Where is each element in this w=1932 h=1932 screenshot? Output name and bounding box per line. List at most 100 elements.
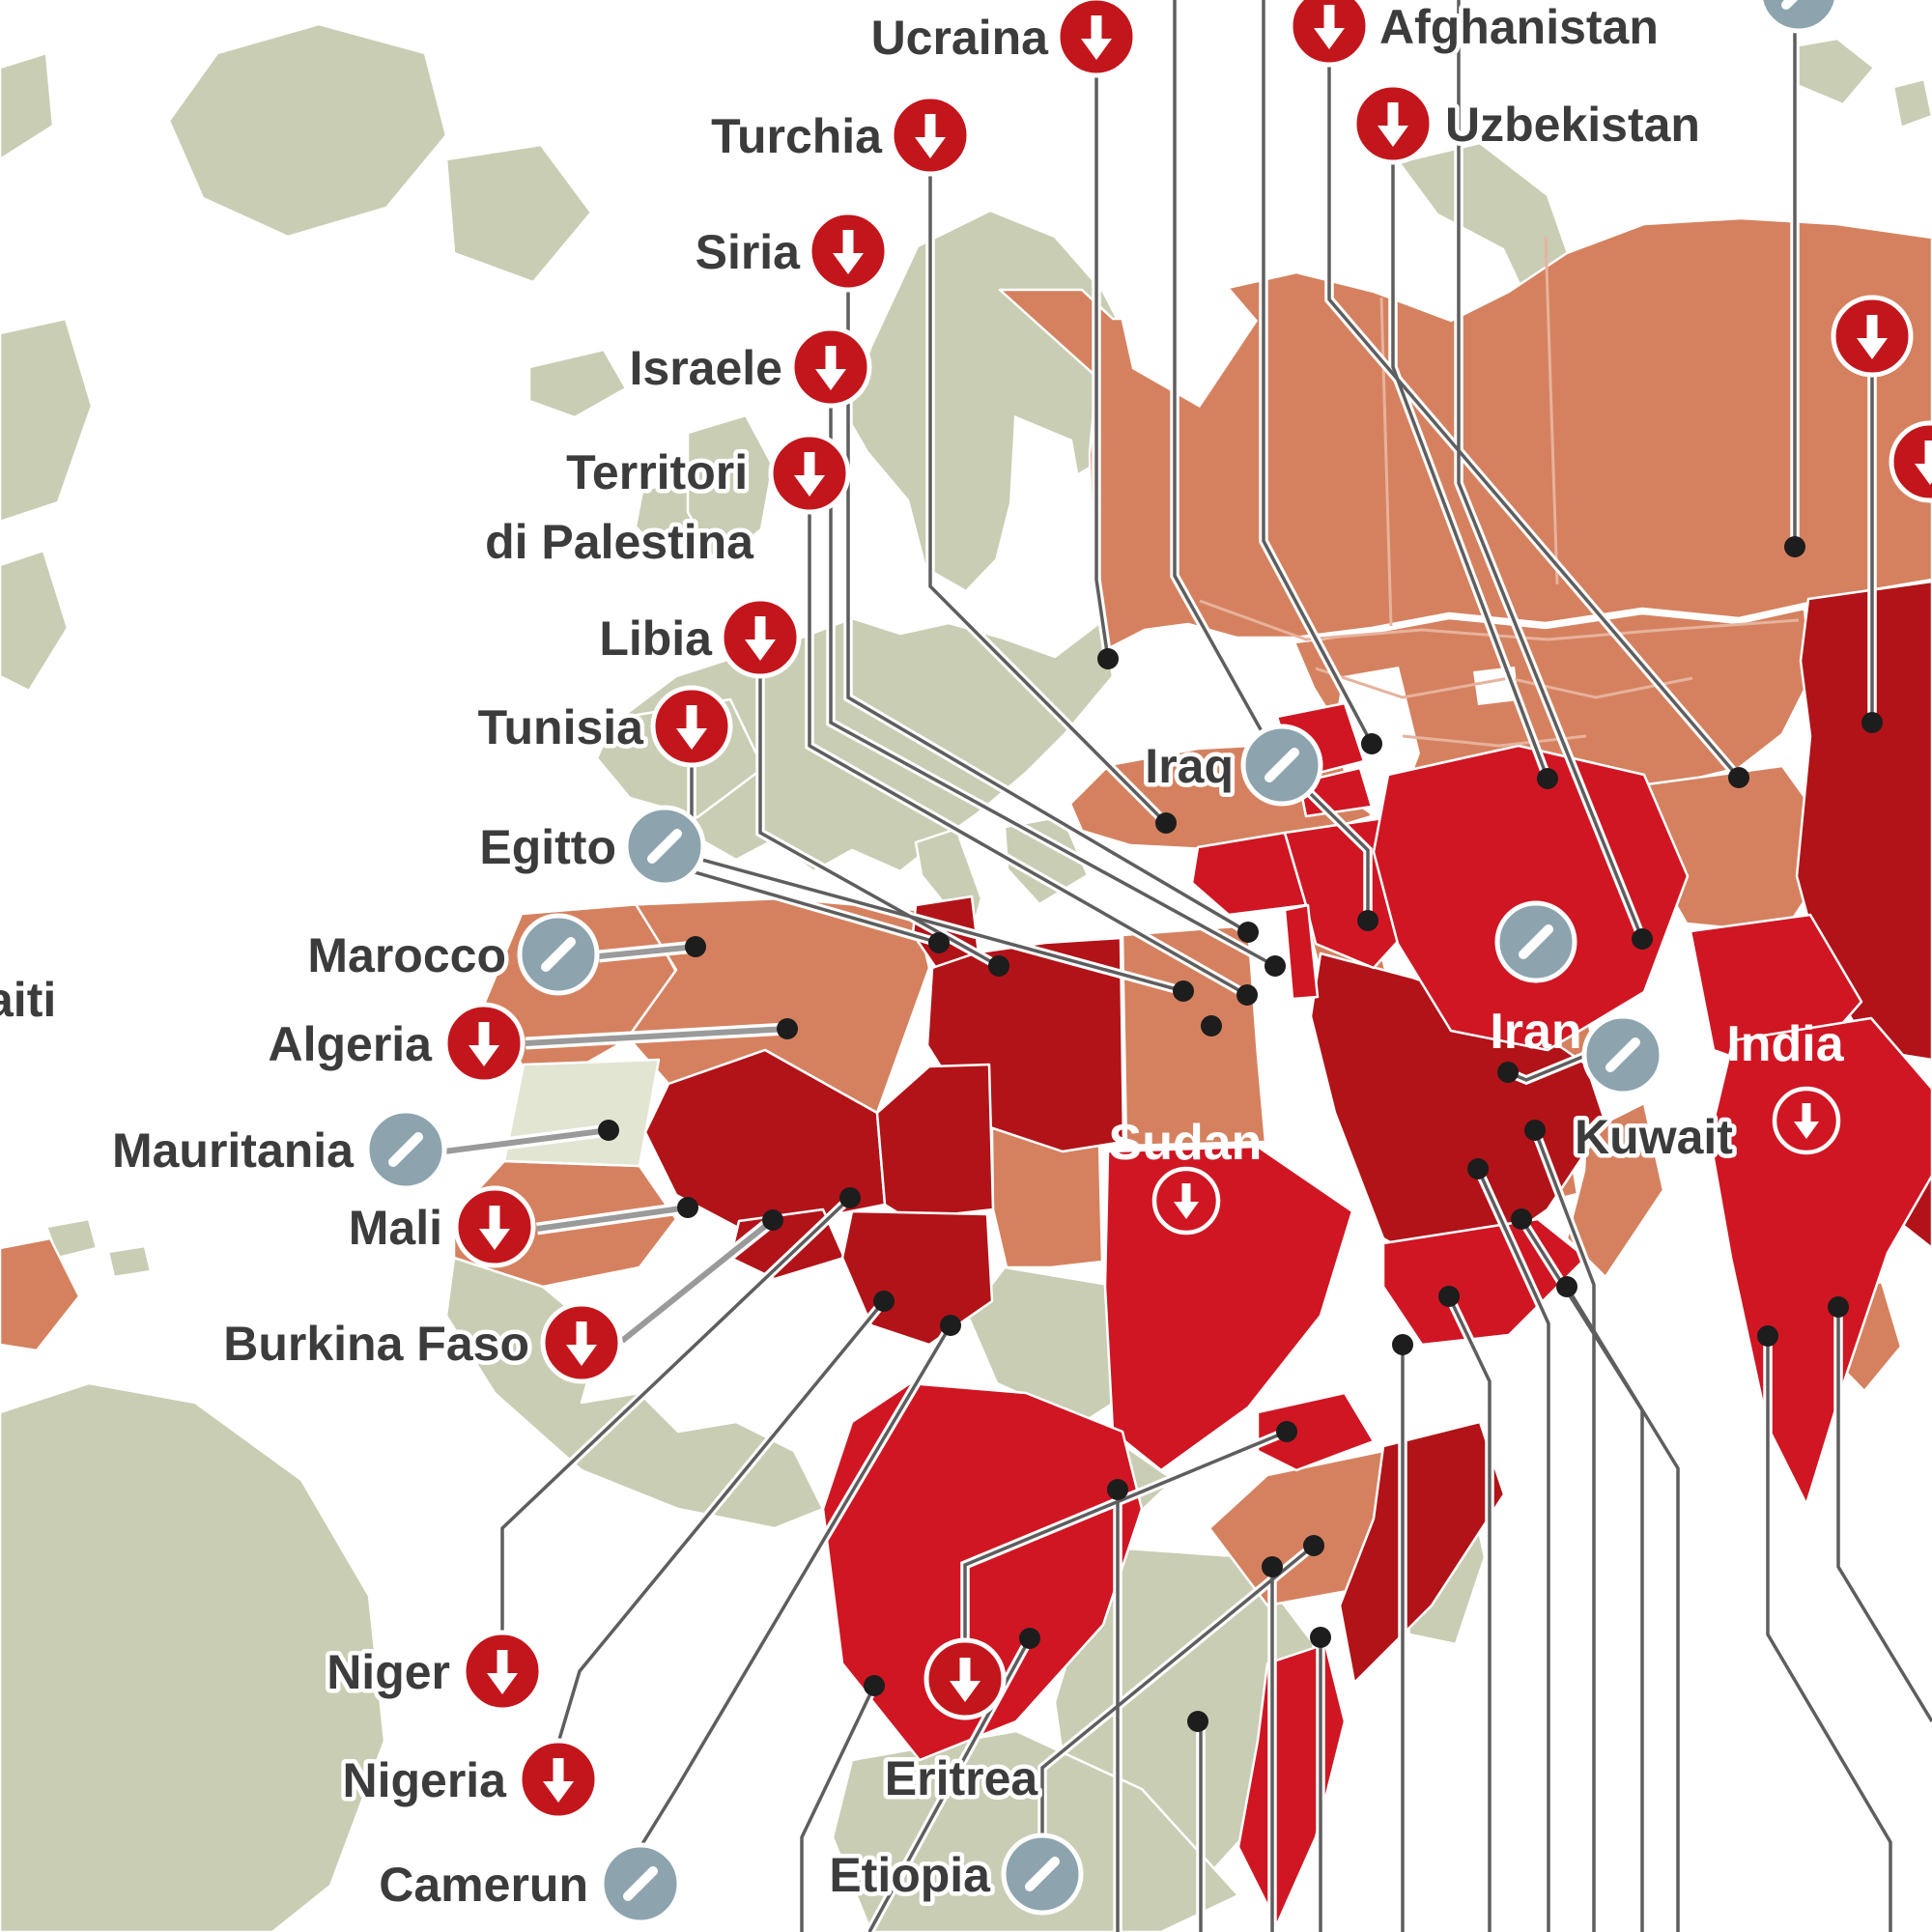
map-dot bbox=[1276, 1421, 1297, 1442]
leader-line bbox=[1565, 1286, 1680, 1932]
map-dot bbox=[685, 936, 706, 957]
western-sahara bbox=[502, 1058, 661, 1168]
leader-line bbox=[1836, 1307, 1932, 1722]
united-kingdom bbox=[686, 413, 775, 567]
leader-line bbox=[687, 854, 1184, 993]
trend-stable-icon-camerun bbox=[602, 1845, 679, 1922]
leader-line bbox=[1520, 1218, 1644, 1932]
map-dot bbox=[1784, 536, 1805, 557]
canada-coast bbox=[0, 51, 55, 161]
south-america bbox=[0, 1381, 386, 1932]
syria bbox=[1190, 831, 1308, 917]
map-dot bbox=[777, 1018, 798, 1039]
leader-line bbox=[1307, 790, 1370, 921]
trend-down-icon-libia bbox=[722, 599, 799, 676]
leader-line bbox=[443, 1127, 610, 1154]
map-dot bbox=[1438, 1286, 1460, 1307]
leader-lines bbox=[443, 0, 1932, 1932]
trend-stable-icon-etiopia bbox=[1004, 1835, 1081, 1913]
map-label-turchia: Turchia bbox=[711, 109, 883, 163]
leader-line bbox=[963, 1430, 1288, 1642]
yemen bbox=[1381, 1217, 1588, 1347]
map-label-algeria: Algeria bbox=[268, 1017, 433, 1071]
leader-line bbox=[1476, 1168, 1550, 1932]
trend-down-icon-turchia bbox=[892, 97, 969, 174]
canada-coast bbox=[0, 317, 94, 524]
map-dot bbox=[1237, 922, 1259, 943]
map-dot bbox=[1556, 1276, 1577, 1297]
leader-line-casing bbox=[1517, 1216, 1647, 1932]
map-label-iraq: Iraq bbox=[1145, 739, 1234, 793]
arctic-islands bbox=[1891, 77, 1932, 129]
trend-down-icon-niger bbox=[464, 1633, 541, 1710]
map-dot bbox=[1303, 1535, 1324, 1556]
caribbean-islands bbox=[106, 1244, 153, 1279]
map-dot bbox=[1173, 980, 1194, 1002]
leader-line bbox=[1766, 1336, 1892, 1932]
map-label-ucraina: Ucraina bbox=[871, 11, 1050, 65]
trend-down-icon-mali bbox=[456, 1188, 533, 1265]
leader-line bbox=[620, 1217, 775, 1344]
leader-line bbox=[1391, 164, 1549, 780]
map-label-india: India bbox=[1726, 1016, 1844, 1072]
leader-line bbox=[556, 1299, 886, 1744]
dr-congo bbox=[821, 1381, 1144, 1762]
leader-line bbox=[639, 1324, 952, 1848]
west-africa-coast bbox=[444, 1256, 825, 1530]
map-dot bbox=[1467, 1158, 1489, 1179]
map-label-burkina-faso: Burkina Faso bbox=[223, 1317, 529, 1371]
trend-down-icon-siria bbox=[810, 213, 887, 290]
map-dot bbox=[1236, 984, 1258, 1006]
leader-line bbox=[846, 290, 1249, 934]
canada-coast bbox=[0, 549, 70, 693]
map-dot bbox=[1187, 1711, 1208, 1732]
map-dot bbox=[598, 1120, 619, 1141]
map-dot bbox=[1392, 1334, 1413, 1355]
oman bbox=[1565, 1101, 1665, 1279]
trend-stable-icon-iran bbox=[1497, 903, 1575, 980]
trend-down-icon-ucraina bbox=[1058, 0, 1135, 75]
leader-line bbox=[1457, 0, 1644, 940]
map-dot bbox=[1155, 812, 1177, 834]
map-label-niger: Niger bbox=[327, 1645, 450, 1699]
leader-line bbox=[1533, 1129, 1596, 1932]
map-dots bbox=[598, 536, 1883, 1732]
trend-down-icon-israele bbox=[792, 328, 869, 406]
trend-stable-icon-marocco bbox=[520, 916, 597, 993]
trend-down-icon-uzbekistan bbox=[1354, 85, 1432, 162]
map-dot bbox=[1757, 1325, 1778, 1347]
map-dot bbox=[988, 955, 1009, 977]
iceland bbox=[527, 348, 628, 419]
leader-line bbox=[598, 944, 696, 959]
leader-line bbox=[1094, 75, 1110, 660]
egypt bbox=[1121, 923, 1267, 1148]
trend-down-icon-afghanistan bbox=[1291, 0, 1368, 65]
leader-line bbox=[1040, 1544, 1316, 1835]
trend-stable-icon-egitto bbox=[626, 808, 703, 885]
map-dot bbox=[1262, 1556, 1283, 1577]
map-label-kuwait: Kuwait bbox=[1575, 1110, 1733, 1164]
trend-stable-icon-kuwait bbox=[1584, 1016, 1662, 1094]
trend-stable-icon-mauritania bbox=[367, 1111, 444, 1188]
leader-line bbox=[800, 1685, 876, 1932]
map-label-etiopia: Etiopia bbox=[829, 1848, 991, 1902]
map-dot bbox=[1511, 1208, 1532, 1230]
leader-line bbox=[808, 512, 1248, 997]
leader-line bbox=[1173, 0, 1287, 774]
map-dot bbox=[1361, 733, 1382, 754]
leader-line bbox=[1327, 65, 1741, 780]
map-dot bbox=[1097, 648, 1119, 669]
baltic-sea bbox=[990, 415, 1087, 638]
map-dot bbox=[1524, 1120, 1546, 1141]
map-label-nigeria: Nigeria bbox=[342, 1753, 507, 1807]
map-dot bbox=[1107, 1479, 1128, 1500]
map-dot bbox=[873, 1291, 895, 1312]
trend-down-icon-tunisia bbox=[653, 688, 730, 765]
map-dot bbox=[1357, 910, 1378, 931]
map-dot bbox=[1310, 1627, 1331, 1648]
map-label-tunisia: Tunisia bbox=[478, 700, 645, 754]
map-label-iran: Iran bbox=[1490, 1004, 1581, 1060]
iran bbox=[1372, 744, 1690, 1052]
